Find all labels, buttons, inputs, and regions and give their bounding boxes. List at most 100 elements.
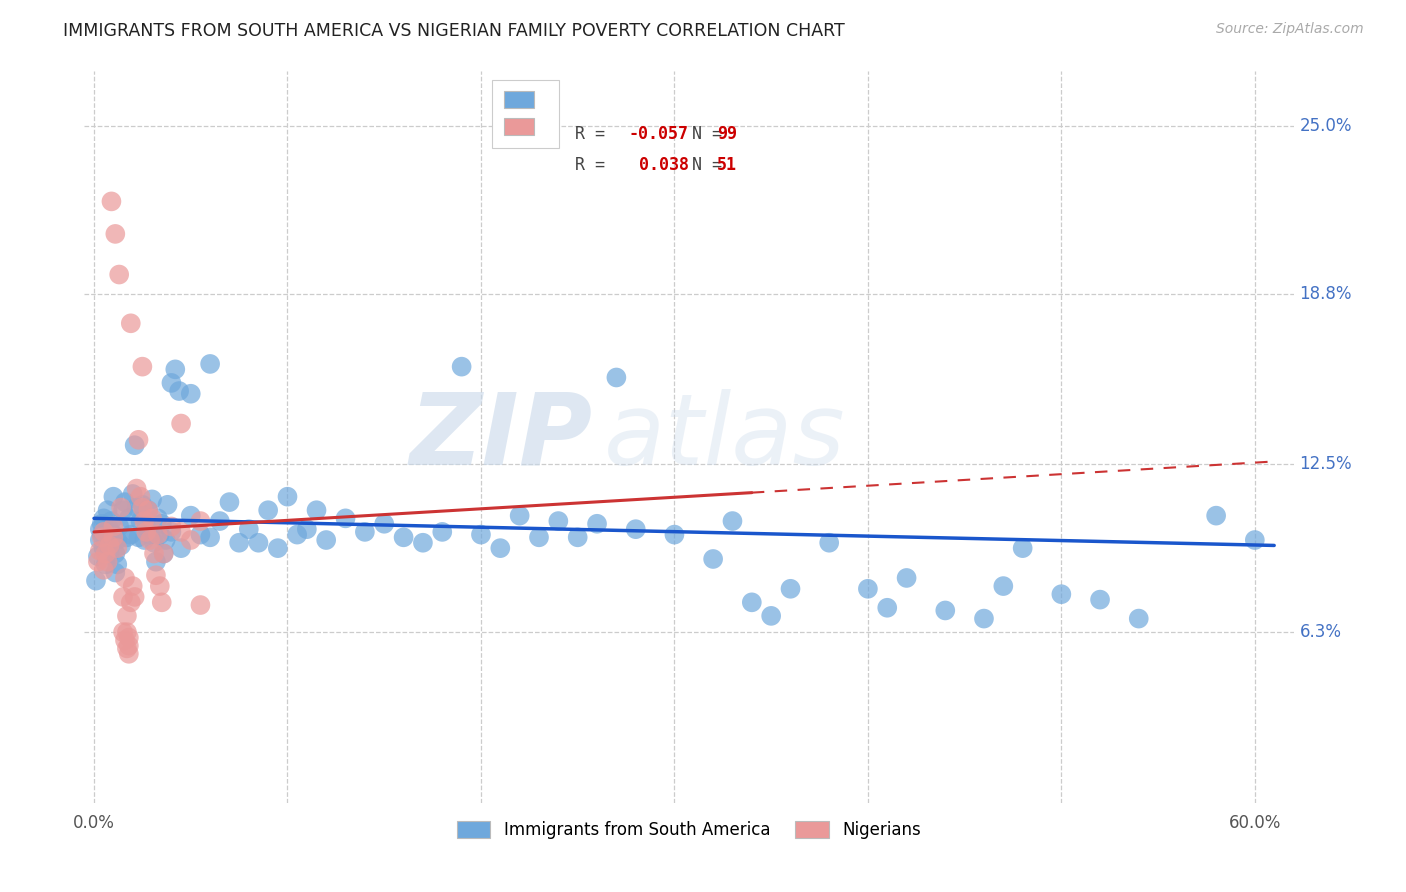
Point xyxy=(432,524,454,539)
Point xyxy=(149,527,172,541)
Point xyxy=(198,530,221,544)
Point xyxy=(134,533,156,547)
Point xyxy=(509,508,531,523)
Point xyxy=(118,647,141,661)
Point xyxy=(125,482,148,496)
Point xyxy=(90,516,112,531)
Point xyxy=(759,608,782,623)
Point xyxy=(295,522,318,536)
Text: IMMIGRANTS FROM SOUTH AMERICA VS NIGERIAN FAMILY POVERTY CORRELATION CHART: IMMIGRANTS FROM SOUTH AMERICA VS NIGERIA… xyxy=(63,22,845,40)
Point xyxy=(145,568,167,582)
Point xyxy=(267,541,290,556)
Text: Source: ZipAtlas.com: Source: ZipAtlas.com xyxy=(1216,22,1364,37)
Point xyxy=(97,503,120,517)
Point xyxy=(128,433,150,447)
Point xyxy=(139,527,162,541)
Point xyxy=(131,500,153,515)
Point xyxy=(160,524,183,539)
Point xyxy=(115,625,138,640)
Point xyxy=(190,598,212,612)
Point xyxy=(170,524,193,539)
Point xyxy=(93,541,115,556)
Point xyxy=(156,498,179,512)
Point xyxy=(94,533,117,547)
Point xyxy=(114,571,136,585)
Text: 25.0%: 25.0% xyxy=(1299,117,1353,135)
Text: R =: R = xyxy=(575,125,616,143)
Point xyxy=(120,595,142,609)
Point xyxy=(624,522,647,536)
Text: 99: 99 xyxy=(717,125,737,143)
Point xyxy=(896,571,918,585)
Point xyxy=(128,530,150,544)
Point xyxy=(115,608,138,623)
Point xyxy=(818,535,841,549)
Text: N =: N = xyxy=(672,125,733,143)
Point xyxy=(1088,592,1111,607)
Point xyxy=(170,417,193,431)
Point xyxy=(141,492,163,507)
Text: 12.5%: 12.5% xyxy=(1299,455,1353,473)
Point xyxy=(136,503,159,517)
Point xyxy=(89,533,111,547)
Point xyxy=(105,541,128,556)
Text: N =: N = xyxy=(672,156,733,174)
Point xyxy=(124,590,146,604)
Point xyxy=(98,538,121,552)
Point xyxy=(112,503,135,517)
Point xyxy=(84,574,107,588)
Legend: Immigrants from South America, Nigerians: Immigrants from South America, Nigerians xyxy=(450,814,928,846)
Point xyxy=(876,600,898,615)
Point xyxy=(136,503,159,517)
Point xyxy=(110,500,132,515)
Point xyxy=(118,511,141,525)
Point xyxy=(100,514,122,528)
Point xyxy=(664,527,686,541)
Text: atlas: atlas xyxy=(605,389,846,485)
Point xyxy=(97,555,120,569)
Point xyxy=(741,595,763,609)
Point xyxy=(134,514,156,528)
Point xyxy=(98,547,121,561)
Point xyxy=(247,535,270,549)
Point xyxy=(139,533,162,547)
Point xyxy=(373,516,395,531)
Point xyxy=(93,511,115,525)
Point xyxy=(305,503,328,517)
Point xyxy=(87,549,110,564)
Point xyxy=(104,566,127,580)
Point xyxy=(586,516,609,531)
Point xyxy=(104,547,127,561)
Point xyxy=(112,625,135,640)
Point xyxy=(702,552,724,566)
Point xyxy=(93,524,115,539)
Point xyxy=(108,519,131,533)
Point xyxy=(152,547,174,561)
Point xyxy=(103,490,125,504)
Text: 51: 51 xyxy=(717,156,737,174)
Point xyxy=(934,603,956,617)
Point xyxy=(165,362,187,376)
Point xyxy=(547,514,569,528)
Point xyxy=(129,490,152,504)
Point xyxy=(180,533,202,547)
Point xyxy=(276,490,298,504)
Point xyxy=(150,595,173,609)
Point xyxy=(125,500,148,515)
Point xyxy=(146,527,169,541)
Point xyxy=(129,514,152,528)
Point xyxy=(135,524,157,539)
Point xyxy=(218,495,240,509)
Point xyxy=(721,514,744,528)
Point xyxy=(1011,541,1033,556)
Point xyxy=(90,527,112,541)
Point xyxy=(110,538,132,552)
Point xyxy=(167,384,190,398)
Point xyxy=(97,527,120,541)
Point xyxy=(527,530,550,544)
Point xyxy=(152,547,174,561)
Point xyxy=(131,359,153,374)
Point xyxy=(105,533,128,547)
Point xyxy=(103,530,125,544)
Point xyxy=(94,547,117,561)
